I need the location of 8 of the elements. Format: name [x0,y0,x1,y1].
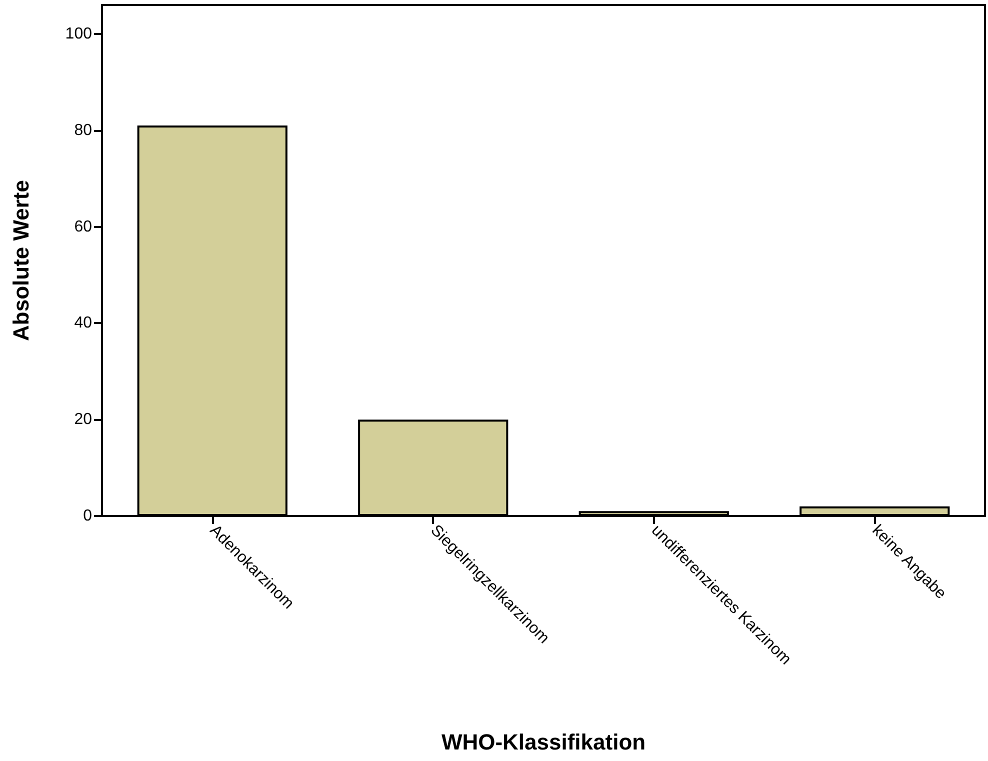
y-tick-label: 80 [74,122,92,139]
y-tick-label: 0 [83,508,92,524]
y-tick-label: 60 [74,218,92,236]
y-tick-label: 20 [74,411,92,428]
y-tick-label: 40 [74,314,92,332]
y-axis-title: Absolute Werte [8,180,34,341]
y-tick-label: 100 [65,25,92,42]
x-axis-title: WHO-Klassifikation [441,730,646,754]
